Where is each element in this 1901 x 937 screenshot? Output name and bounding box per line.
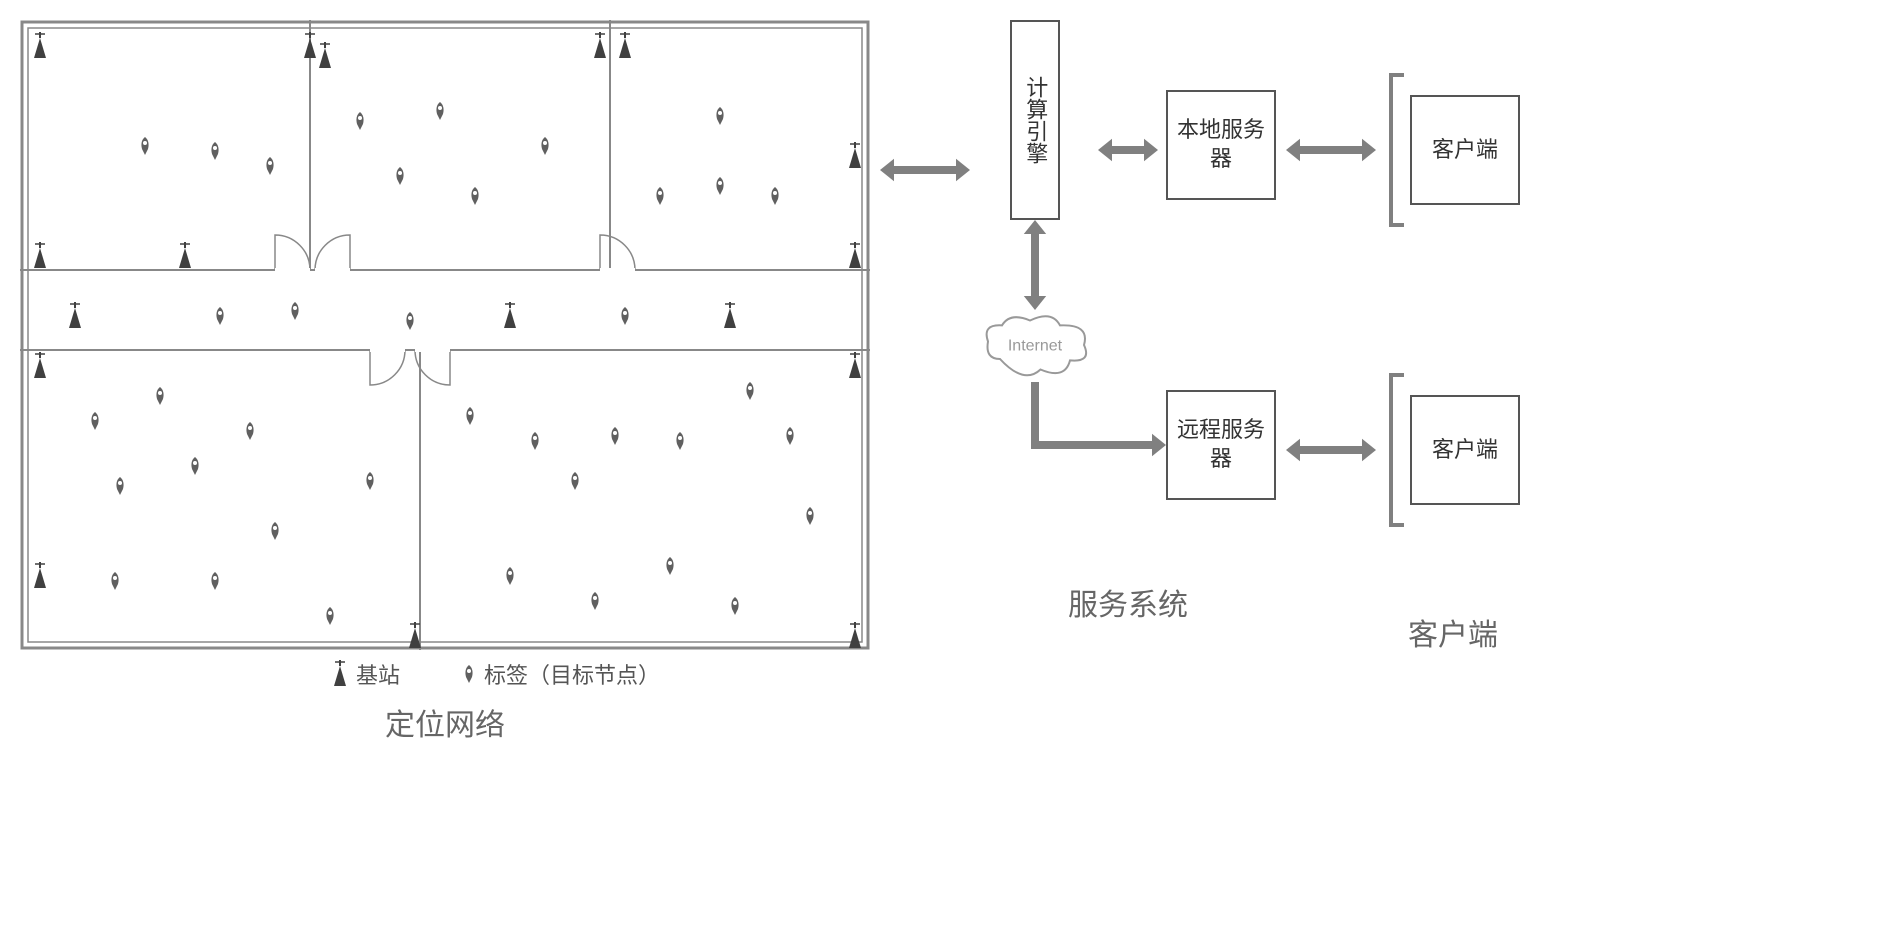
arrow-remote-client	[1286, 430, 1376, 470]
client1-box: 客户端	[1410, 95, 1520, 205]
engine-label: 计算引擎	[1021, 76, 1050, 164]
arrow-engine-local	[1098, 130, 1158, 170]
engine-box: 计算引擎	[1010, 20, 1060, 220]
client2-label: 客户端	[1432, 436, 1498, 465]
arrow-network-engine	[880, 150, 970, 190]
client-label: 客户端	[1408, 610, 1498, 654]
legend: 基站 标签（目标节点）	[330, 658, 660, 690]
legend-tag: 标签（目标节点）	[460, 658, 660, 690]
network-section: 基站 标签（目标节点） 定位网络	[20, 20, 870, 744]
client-section: 客户端 客户端 客户端	[1386, 20, 1520, 654]
legend-base-label: 基站	[356, 658, 400, 690]
legend-base: 基站	[330, 658, 400, 690]
svg-text:Internet: Internet	[1008, 338, 1063, 355]
floorplan	[20, 20, 870, 650]
service-label: 服务系统	[1068, 580, 1188, 624]
diagram-container: 基站 标签（目标节点） 定位网络 计算引擎 Internet	[20, 20, 1881, 744]
local-server-label: 本地服务器	[1168, 116, 1274, 173]
client1-label: 客户端	[1432, 136, 1498, 165]
service-section: 计算引擎 Internet 本地服务器 远程服务器 服务系统	[980, 20, 1276, 624]
network-label: 定位网络	[385, 700, 505, 744]
client2-box: 客户端	[1410, 395, 1520, 505]
local-server-box: 本地服务器	[1166, 90, 1276, 200]
legend-tag-label: 标签（目标节点）	[484, 658, 660, 690]
cloud-icon: Internet	[980, 310, 1090, 390]
arrow-local-client	[1286, 130, 1376, 170]
bracket-left-2	[1386, 370, 1406, 530]
arrow-engine-cloud	[1015, 220, 1055, 310]
remote-server-box: 远程服务器	[1166, 390, 1276, 500]
bracket-left-1	[1386, 70, 1406, 230]
remote-server-label: 远程服务器	[1168, 416, 1274, 473]
